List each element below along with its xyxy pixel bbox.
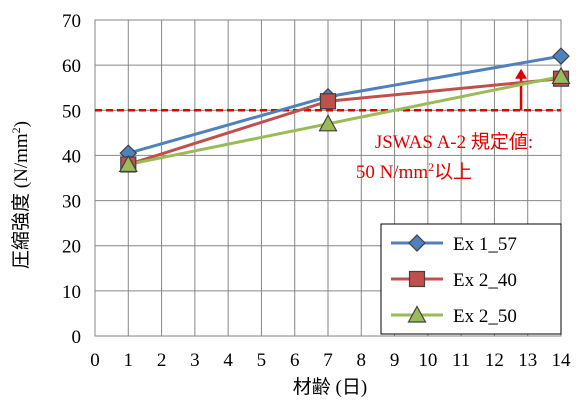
series-2-point [319, 93, 337, 110]
y-tick-label: 70 [62, 11, 81, 32]
series-3-point [551, 66, 571, 85]
x-tick-label: 0 [90, 350, 100, 371]
legend-swatch-marker [408, 234, 426, 252]
x-tick-label: 11 [452, 350, 470, 371]
annotation: JSWAS A-2 規定値: 50 N/mm2以上 [356, 131, 533, 183]
x-tick-label: 5 [257, 350, 267, 371]
x-tick-labels: 0 1 2 3 4 5 6 7 8 9 10 11 12 13 14 [90, 350, 571, 371]
series-markers [118, 47, 571, 173]
y-axis-label-sup: 2 [9, 127, 23, 133]
x-tick-label: 6 [290, 350, 300, 371]
x-tick-label: 10 [418, 350, 437, 371]
legend: Ex 1_57 Ex 2_40 Ex 2_50 [380, 223, 562, 335]
legend-swatch-marker [407, 305, 427, 323]
x-tick-label: 7 [323, 350, 333, 371]
legend-swatch-marker [408, 270, 426, 288]
x-tick-label: 1 [124, 350, 134, 371]
series-3-point [318, 114, 338, 132]
series-3-point [118, 154, 138, 173]
x-axis-label: 材齢 (日) [293, 376, 367, 398]
legend-label: Ex 1_57 [453, 234, 517, 255]
plot-frame [94, 19, 562, 337]
y-axis-label: 圧縮強度 (N/mm2) [9, 121, 32, 269]
y-tick-label: 30 [62, 192, 81, 213]
series-1-point [552, 47, 570, 65]
x-tick-label: 12 [485, 350, 504, 371]
annotation-line2-prefix: 50 N/mm [356, 162, 429, 183]
x-tick-label: 2 [157, 350, 167, 371]
y-tick-label: 50 [62, 101, 81, 122]
y-tick-label: 40 [62, 146, 81, 167]
annotation-arrow-head [515, 68, 528, 79]
x-tick-label: 8 [357, 350, 367, 371]
annotation-line2-suffix: 以上 [434, 161, 472, 183]
legend-label: Ex 2_50 [453, 306, 517, 327]
x-tick-label: 3 [190, 350, 200, 371]
x-tick-label: 13 [518, 350, 537, 371]
y-tick-labels: 0 10 20 30 40 50 60 70 [62, 11, 81, 348]
y-tick-label: 60 [62, 56, 81, 77]
x-tick-label: 4 [223, 350, 233, 371]
annotation-line2: 50 N/mm2以上 [356, 160, 472, 183]
y-tick-label: 20 [62, 237, 81, 258]
y-tick-label: 10 [62, 282, 81, 303]
y-tick-label: 0 [72, 327, 82, 348]
annotation-line2-sup: 2 [428, 160, 434, 174]
x-tick-label: 9 [390, 350, 400, 371]
legend-label: Ex 2_40 [453, 270, 517, 291]
annotation-line1: JSWAS A-2 規定値: [375, 131, 533, 153]
x-tick-label: 14 [552, 350, 572, 371]
